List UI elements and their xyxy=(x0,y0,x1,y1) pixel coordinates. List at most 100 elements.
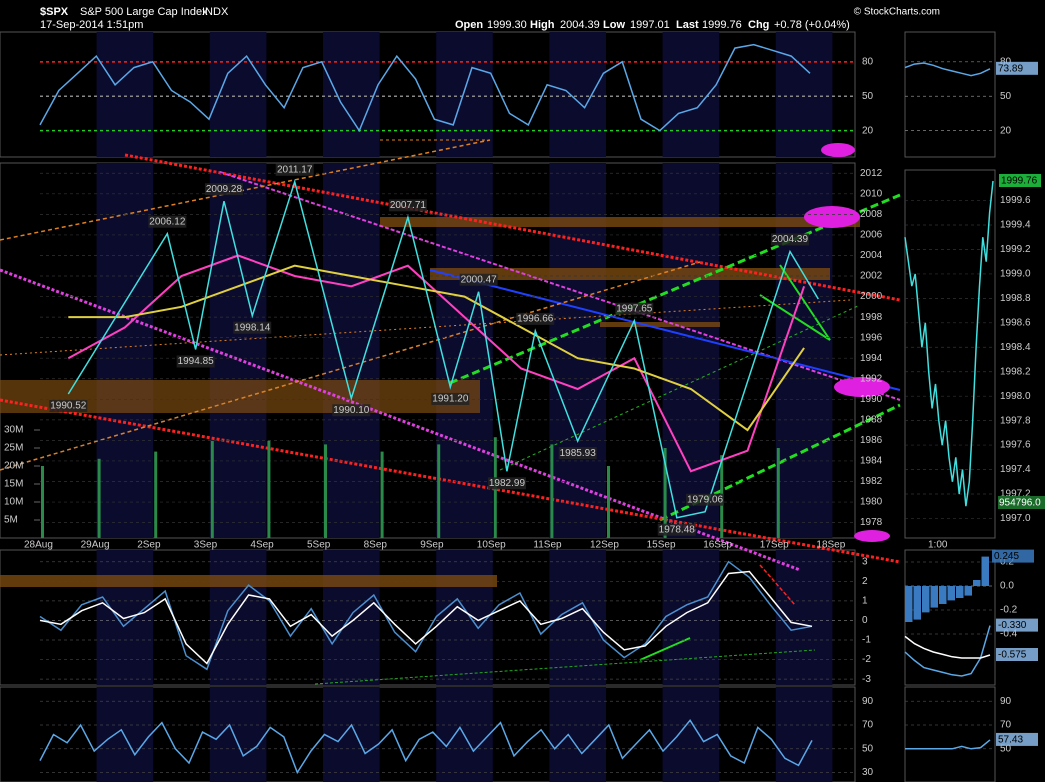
pivot-label: 1991.20 xyxy=(432,394,469,405)
y-tick-label: 1988 xyxy=(860,414,883,425)
y-tick-label: 0 xyxy=(862,615,868,626)
volume-bar xyxy=(550,444,554,538)
series-line xyxy=(39,719,813,775)
x-tick-label: 1:00 xyxy=(928,540,948,551)
trendline xyxy=(0,398,901,564)
x-tick-label: 15Sep xyxy=(647,540,676,551)
y-tick-label: 1982 xyxy=(860,476,883,487)
pivot-label: 1997.65 xyxy=(616,303,653,314)
pivot-label-box xyxy=(388,199,427,212)
y-tick-label: 50 xyxy=(862,743,874,754)
high-label: High xyxy=(530,19,555,31)
volume-tick-label: 10M xyxy=(4,497,23,508)
day-band xyxy=(549,32,606,157)
day-band xyxy=(96,32,154,157)
y-tick-label: 2006 xyxy=(860,230,883,241)
y-tick-label: 90 xyxy=(1000,696,1012,707)
volume-bar xyxy=(324,444,327,538)
marker xyxy=(834,377,890,397)
pivot-label: 2009.28 xyxy=(206,184,243,195)
trendline xyxy=(0,261,701,471)
y-tick-label: 2002 xyxy=(860,271,883,282)
volume-bar xyxy=(154,451,158,538)
y-tick-label: -0.4 xyxy=(1000,629,1018,640)
histogram-bar xyxy=(947,586,955,601)
y-tick-label: 20 xyxy=(862,125,874,136)
y-tick-label: 1999.2 xyxy=(1000,244,1031,255)
pivot-label-box xyxy=(516,312,555,325)
pivot-label: 2000.47 xyxy=(461,274,498,285)
y-tick-label: 2012 xyxy=(860,168,883,179)
trendline xyxy=(429,269,901,391)
y-tick-label: 1999.0 xyxy=(1000,269,1031,280)
histogram-bar xyxy=(981,556,989,586)
day-band xyxy=(549,687,606,782)
day-band xyxy=(662,687,720,782)
volume-bar xyxy=(607,466,610,538)
trendline xyxy=(499,304,861,471)
y-tick-label: 1998.6 xyxy=(1000,317,1031,328)
trendline xyxy=(779,264,831,341)
series-line xyxy=(39,43,811,133)
price-line xyxy=(67,179,819,519)
pivot-label-box xyxy=(657,523,696,536)
pivot-label-box xyxy=(49,399,88,412)
panel xyxy=(904,169,996,539)
trendline xyxy=(124,153,901,302)
day-band xyxy=(436,32,493,157)
volume-label: 954796.0 xyxy=(999,498,1041,509)
y-tick-label: 2010 xyxy=(860,188,883,199)
y-tick-label: 1992 xyxy=(860,373,883,384)
brand: © StockCharts.com xyxy=(854,7,940,18)
pivot-label: 1982.99 xyxy=(489,478,526,489)
y-tick-label: -0.2 xyxy=(1000,605,1018,616)
value-label-box xyxy=(996,61,1038,75)
volume-tick-label: 5M xyxy=(4,515,18,526)
y-tick-label: 1998.2 xyxy=(1000,366,1031,377)
y-tick-label: 1984 xyxy=(860,456,883,467)
pivot-label: 2007.71 xyxy=(390,200,427,211)
y-tick-label: 70 xyxy=(862,720,874,731)
volume-bar xyxy=(97,458,101,538)
y-tick-label: -1 xyxy=(862,635,871,646)
value-label-box xyxy=(992,549,1034,563)
pivot-label: 1985.93 xyxy=(560,448,597,459)
pivot-label-box xyxy=(233,321,272,334)
marker xyxy=(821,143,855,157)
pivot-label: 1996.66 xyxy=(517,314,554,325)
histogram-bar xyxy=(930,586,938,608)
volume-bar xyxy=(267,440,271,538)
pivot-label-box xyxy=(615,302,654,315)
last-label: Last xyxy=(676,19,699,31)
pivot-label: 1994.85 xyxy=(178,356,215,367)
y-tick-label: 50 xyxy=(862,91,874,102)
y-tick-label: 1978 xyxy=(860,517,883,528)
symbol: $SPX xyxy=(40,6,69,18)
zone xyxy=(0,575,497,587)
day-band xyxy=(323,163,380,538)
series-line xyxy=(904,180,994,507)
value-label-box xyxy=(996,618,1038,632)
x-tick-label: 17Sep xyxy=(760,540,789,551)
volume-bar xyxy=(41,466,44,538)
y-tick-label: 50 xyxy=(1000,743,1012,754)
y-tick-label: 1996 xyxy=(860,332,883,343)
zone xyxy=(380,217,860,227)
pivot-label: 2011.17 xyxy=(277,164,313,175)
volume-label-box xyxy=(998,496,1045,509)
last: 1999.76 xyxy=(702,19,742,31)
trendline xyxy=(639,637,691,661)
x-tick-label: 12Sep xyxy=(590,540,619,551)
y-tick-label: 0.0 xyxy=(1000,581,1014,592)
day-band xyxy=(323,687,380,782)
y-tick-label: 1997.4 xyxy=(1000,464,1031,475)
pivot-label: 1998.14 xyxy=(234,322,271,333)
y-tick-label: 20 xyxy=(1000,125,1012,136)
x-tick-label: 28Aug xyxy=(24,540,53,551)
low: 1997.01 xyxy=(630,19,670,31)
value-label: 0.245 xyxy=(994,551,1019,562)
day-band xyxy=(662,550,720,685)
annotations xyxy=(0,139,901,685)
series-line xyxy=(904,625,991,677)
